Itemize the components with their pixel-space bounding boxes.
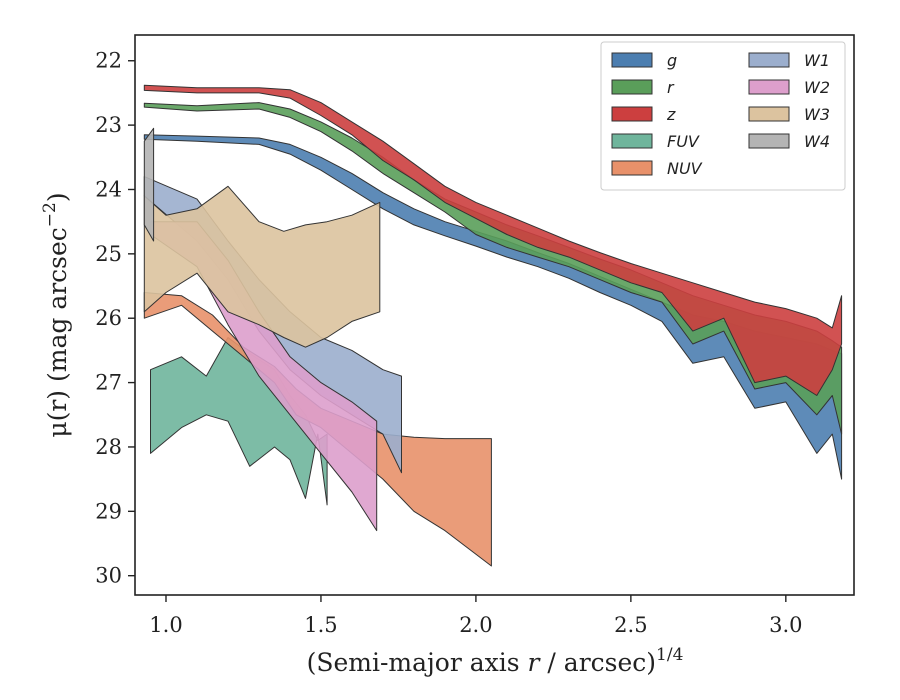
legend-swatch-z: [611, 106, 653, 122]
x-tick-label: 3.0: [769, 613, 802, 637]
legend-label-fuv: FUV: [667, 132, 700, 151]
plot-frame: [134, 34, 855, 596]
legend-label-g: g: [667, 51, 677, 70]
legend-swatch-fuv: [611, 133, 653, 149]
legend-label-w1: W1: [804, 51, 830, 70]
legend: grz FUV NUV W1 W2 W3 W4: [600, 41, 846, 191]
y-tick-label: 23: [95, 113, 122, 137]
x-tick-label: 1.5: [304, 613, 337, 637]
y-tick-label: 28: [95, 435, 122, 459]
series-area-z: [143, 84, 843, 396]
legend-swatch-w2: [748, 79, 790, 95]
y-tick-label: 26: [95, 306, 122, 330]
y-tick-label: 25: [95, 242, 122, 266]
y-axis-ticks: 22 23 24 25 26 27 28 29 30: [95, 49, 135, 588]
legend-swatch-nuv: [611, 160, 653, 176]
legend-items: grz FUV NUV W1 W2 W3 W4: [611, 51, 830, 178]
legend-swatch-w1: [748, 52, 790, 68]
x-tick-label: 2.5: [614, 613, 647, 637]
series-areas: [143, 84, 843, 567]
y-tick-label: 29: [95, 499, 122, 523]
legend-label-w2: W2: [804, 78, 830, 97]
y-tick-label: 30: [95, 564, 122, 588]
series-area-w3: [143, 185, 381, 348]
legend-label-z: z: [666, 105, 676, 124]
x-axis-ticks: 1.0 1.5 2.0 2.5 3.0: [149, 595, 803, 637]
legend-swatch-w4: [748, 133, 790, 149]
legend-label-w4: W4: [804, 132, 830, 151]
legend-swatch-w3: [748, 106, 790, 122]
x-axis-label: (Semi-major axis r / arcsec)1/4: [307, 645, 684, 677]
y-tick-label: 24: [95, 177, 122, 201]
legend-box: [600, 41, 846, 191]
legend-label-nuv: NUV: [667, 159, 703, 178]
y-axis-label: μ(r) (mag arcsec−2): [40, 192, 72, 437]
legend-swatch-g: [611, 52, 653, 68]
y-tick-label: 22: [95, 49, 122, 73]
x-tick-label: 2.0: [459, 613, 492, 637]
series-area-g: [143, 134, 843, 480]
legend-label-r: r: [667, 78, 675, 97]
y-tick-label: 27: [95, 371, 122, 395]
x-tick-label: 1.0: [149, 613, 182, 637]
legend-label-w3: W3: [804, 105, 830, 124]
legend-swatch-r: [611, 79, 653, 95]
series-area-w4: [143, 127, 155, 242]
